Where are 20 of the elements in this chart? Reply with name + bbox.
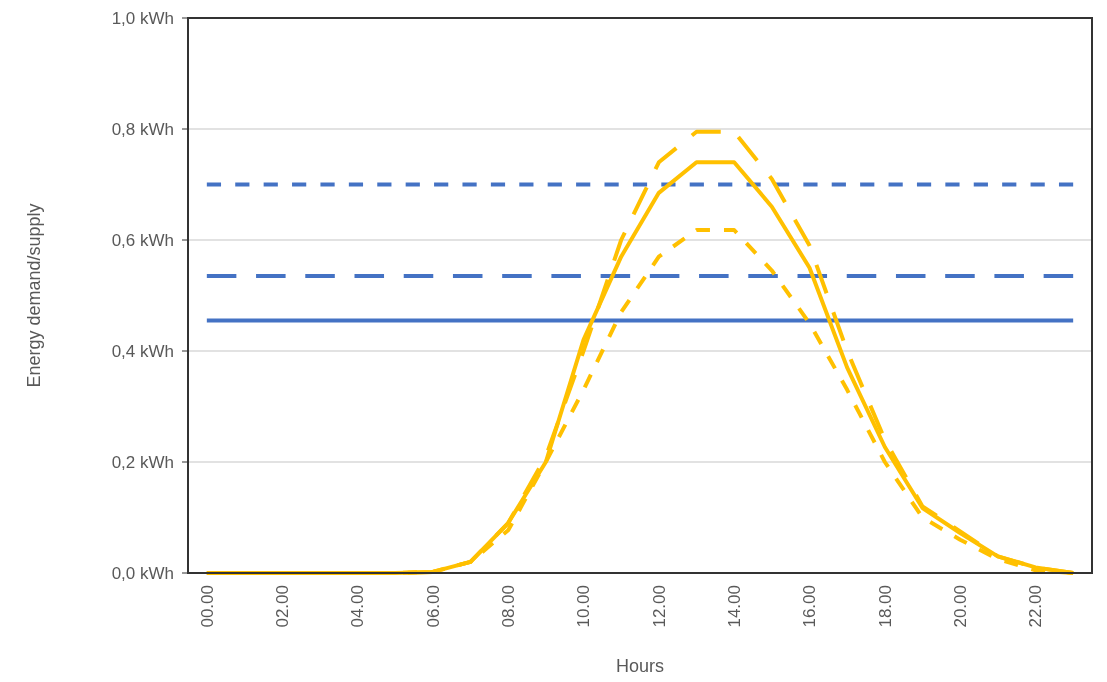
- x-tick-label: 22.00: [1026, 585, 1046, 628]
- x-tick-label: 10.00: [574, 585, 594, 628]
- y-axis-title: Energy demand/supply: [24, 203, 44, 388]
- x-tick-label: 20.00: [951, 585, 971, 628]
- y-tick-label: 0,8 kWh: [111, 119, 174, 139]
- y-tick-label: 1,0 kWh: [111, 8, 174, 28]
- x-tick-label: 14.00: [725, 585, 745, 628]
- x-tick-label: 02.00: [273, 585, 293, 628]
- y-tick-label: 0,6 kWh: [111, 230, 174, 250]
- x-tick-label: 08.00: [499, 585, 519, 628]
- y-tick-label: 0,4 kWh: [111, 341, 174, 361]
- y-tick-label: 0,2 kWh: [111, 452, 174, 472]
- x-tick-label: 04.00: [348, 585, 368, 628]
- x-tick-label: 00.00: [197, 585, 217, 628]
- x-tick-label: 18.00: [875, 585, 895, 628]
- x-axis-title: Hours: [615, 656, 665, 676]
- x-tick-label: 16.00: [800, 585, 820, 628]
- x-tick-label: 06.00: [423, 585, 443, 628]
- x-tick-label: 12.00: [649, 585, 669, 628]
- y-tick-label: 0,0 kWh: [111, 563, 174, 583]
